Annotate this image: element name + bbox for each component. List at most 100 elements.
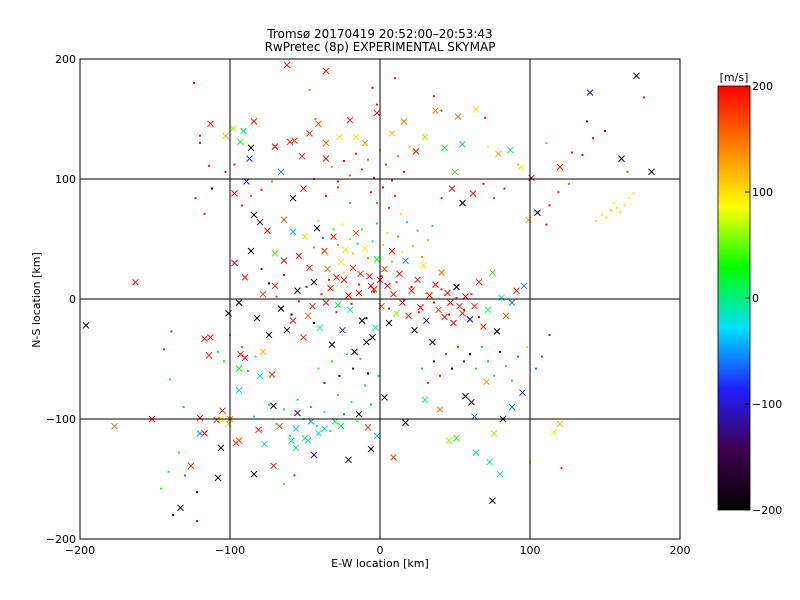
- data-point-cross: [402, 257, 409, 264]
- data-point-cross: [390, 290, 397, 298]
- data-point-dot: [293, 474, 296, 477]
- data-point-cross: [466, 316, 474, 323]
- data-point-dot: [349, 174, 351, 177]
- data-point-dot: [373, 290, 375, 293]
- data-point-dot: [314, 118, 317, 120]
- data-point-dot: [203, 212, 206, 215]
- data-point-dot: [233, 163, 236, 166]
- data-point-dot: [382, 244, 384, 246]
- data-point-dot: [643, 96, 645, 99]
- data-point-cross: [300, 185, 307, 192]
- data-point-dot: [475, 367, 477, 370]
- data-point-cross: [556, 163, 564, 171]
- data-point-cross: [304, 437, 312, 444]
- data-point-cross: [528, 174, 535, 182]
- data-point-dot: [199, 142, 201, 144]
- data-point-cross: [277, 168, 285, 176]
- data-point-dot: [170, 330, 173, 333]
- data-point-dot: [455, 296, 458, 299]
- data-point-cross: [315, 430, 322, 437]
- data-point-dot: [484, 116, 486, 119]
- data-point-dot: [412, 245, 414, 248]
- data-point-dot: [416, 229, 419, 232]
- data-point-dot: [346, 353, 348, 356]
- data-point-cross: [496, 470, 504, 478]
- data-point-cross: [324, 265, 331, 273]
- data-point-cross: [292, 444, 300, 452]
- data-point-cross: [453, 434, 460, 442]
- data-point-dot: [313, 246, 315, 249]
- data-point-dot: [592, 137, 594, 140]
- x-tick-label: −200: [65, 544, 95, 557]
- colorbar-ticks: 200 100 0 −100 −200: [745, 80, 782, 517]
- data-point-dot: [361, 228, 363, 231]
- data-point-dot: [469, 353, 471, 356]
- data-point-dot: [343, 160, 345, 162]
- data-point-dot: [313, 322, 315, 324]
- data-point-dot: [403, 299, 405, 302]
- data-point-dot: [331, 360, 333, 363]
- data-point-dot: [350, 302, 353, 305]
- data-point-dot: [394, 77, 396, 80]
- data-point-dot: [337, 244, 339, 246]
- colorbar-tick-label: 200: [752, 80, 773, 93]
- data-point-dot: [503, 187, 506, 190]
- data-point-cross: [229, 125, 237, 132]
- data-point-dot: [517, 163, 519, 166]
- data-point-cross: [321, 247, 328, 255]
- data-point-cross: [217, 444, 225, 452]
- data-point-cross: [82, 322, 90, 329]
- data-point-cross: [390, 454, 397, 461]
- data-point-cross: [289, 228, 297, 236]
- data-point-cross: [271, 143, 279, 150]
- data-point-dot: [337, 186, 339, 189]
- data-point-dot: [167, 470, 170, 473]
- data-point-cross: [241, 354, 249, 362]
- data-point-dot: [323, 382, 326, 384]
- data-point-dot: [371, 240, 374, 243]
- data-point-cross: [205, 352, 213, 359]
- data-point-cross: [177, 504, 184, 512]
- data-point-cross: [508, 403, 516, 411]
- data-point-dot: [433, 360, 435, 363]
- data-point-cross: [441, 313, 448, 321]
- data-point-dot: [548, 334, 551, 336]
- data-point-cross: [225, 310, 232, 317]
- data-point-cross: [405, 312, 412, 320]
- data-point-cross: [322, 67, 330, 75]
- data-point-dot: [196, 491, 198, 494]
- data-point-dot: [367, 372, 369, 375]
- data-point-cross: [333, 274, 340, 281]
- data-point-cross: [435, 306, 442, 314]
- data-point-cross: [438, 269, 445, 276]
- data-point-cross: [256, 372, 264, 380]
- chart-subtitle: RwPretec (8p) EXPERIMENTAL SKYMAP: [265, 40, 496, 54]
- data-point-dot: [283, 408, 285, 411]
- data-point-dot: [445, 353, 447, 356]
- data-point-dot: [356, 242, 359, 245]
- data-point-cross: [489, 497, 496, 504]
- data-point-cross: [618, 155, 625, 162]
- data-point-dot: [178, 451, 180, 454]
- data-point-dot: [224, 170, 227, 173]
- data-point-dot: [385, 163, 387, 166]
- data-point-dot: [568, 182, 570, 185]
- data-point-cross: [235, 386, 243, 394]
- data-point-cross: [283, 326, 291, 334]
- data-point-dot: [358, 283, 360, 286]
- x-tick-label: 100: [520, 544, 541, 557]
- data-point-dot: [182, 406, 185, 408]
- data-point-dot: [364, 384, 366, 387]
- data-point-cross: [286, 138, 294, 146]
- scatter-points: [82, 61, 655, 522]
- data-point-cross: [322, 139, 330, 147]
- data-point-dot: [310, 406, 312, 408]
- data-point-dot: [421, 256, 423, 258]
- data-point-cross: [586, 89, 594, 96]
- data-point-cross: [484, 306, 492, 314]
- data-point-cross: [214, 474, 222, 482]
- data-point-cross: [253, 314, 261, 322]
- data-point-cross: [271, 250, 279, 257]
- data-point-cross: [327, 284, 334, 292]
- data-point-cross: [417, 304, 424, 311]
